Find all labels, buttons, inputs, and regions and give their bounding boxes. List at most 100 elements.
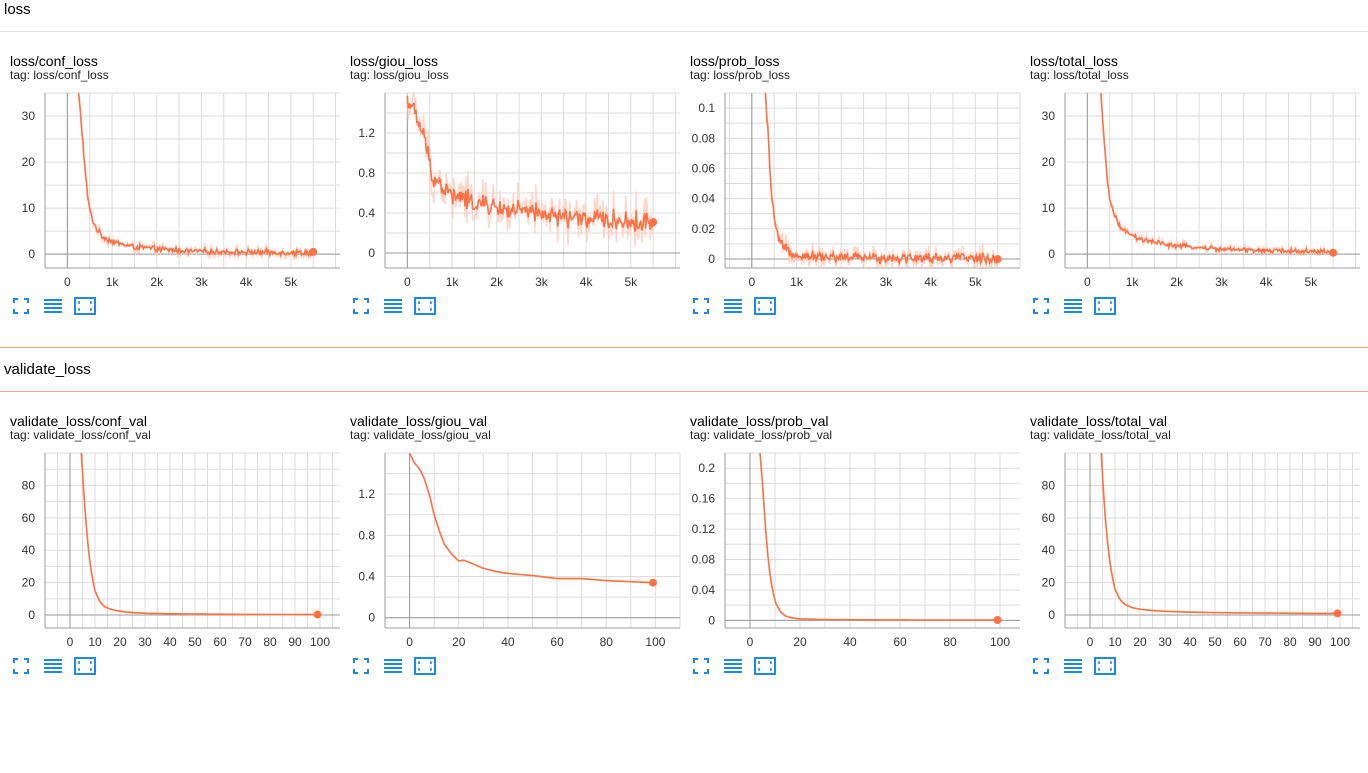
fit-domain-button[interactable] <box>74 656 96 678</box>
line-chart[interactable]: 0 1k 2k 3k 4k 5k 0 0.4 0.8 1.2 <box>350 53 690 293</box>
fit-domain-icon <box>414 656 436 680</box>
fit-domain-icon <box>1094 296 1116 320</box>
series-end-point[interactable] <box>1329 248 1338 257</box>
x-tick-label: 100 <box>1330 635 1350 649</box>
chart-tag: tag: validate_loss/total_val <box>1030 428 1171 442</box>
series-smoothed-line[interactable] <box>80 453 318 616</box>
fit-domain-button[interactable] <box>74 296 96 318</box>
fit-domain-button[interactable] <box>1094 296 1116 320</box>
y-tick-label: 0.12 <box>692 522 716 536</box>
y-tick-label: 0.4 <box>358 570 375 584</box>
y-tick-label: 0 <box>28 608 35 622</box>
series-end-point[interactable] <box>993 616 1002 625</box>
chart-title: loss/giou_loss <box>350 53 438 69</box>
y-tick-label: 0.1 <box>698 101 715 115</box>
fit-domain-button[interactable] <box>1094 656 1116 678</box>
x-tick-label: 40 <box>163 635 177 649</box>
y-tick-label: 20 <box>1042 576 1056 590</box>
series-end-point[interactable] <box>648 578 657 587</box>
line-chart[interactable]: 0 1k 2k 3k 4k 5k 0 10 20 30 <box>10 53 350 293</box>
grid <box>724 452 1020 628</box>
line-chart[interactable]: 0 1k 2k 3k 4k 5k 0 0.02 0.04 0.06 0.08 0.1 <box>690 53 1030 293</box>
fit-domain-button[interactable] <box>414 656 436 680</box>
toggle-data-table-button[interactable] <box>382 298 404 318</box>
section-divider <box>0 347 1368 348</box>
fit-domain-button[interactable] <box>754 296 776 318</box>
toggle-data-table-button[interactable] <box>722 658 744 678</box>
y-tick-label: 0.06 <box>692 161 716 175</box>
line-chart[interactable]: 0 20 40 60 80 100 0 0.04 0.08 0.12 0.16 0.2 <box>690 413 1030 653</box>
line-chart[interactable]: 0 10 20 30 40 50 60 70 80 90 100 0 20 40 60 80 <box>1030 413 1368 653</box>
x-tick-label: 3k <box>880 275 894 289</box>
y-tick-label: 0.08 <box>692 131 716 145</box>
series-smoothed-line[interactable] <box>77 92 314 259</box>
line-chart[interactable]: 0 10 20 30 40 50 60 70 80 90 100 0 20 40 60 80 <box>10 413 350 653</box>
x-tick-label: 100 <box>645 635 665 649</box>
x-tick-label: 20 <box>793 635 807 649</box>
fullscreen-button[interactable] <box>690 657 712 678</box>
chart-toolbar <box>1030 296 1116 320</box>
x-tick-label: 3k <box>195 275 209 289</box>
section-title-validate-loss[interactable]: validate_loss <box>4 361 91 378</box>
fullscreen-button[interactable] <box>690 297 712 318</box>
chart-card: loss/total_loss tag: loss/total_loss 0 1k 2k… <box>1030 53 1368 413</box>
y-tick-label: 0.4 <box>358 206 375 220</box>
chart-tag: tag: validate_loss/prob_val <box>690 428 833 442</box>
chart-toolbar <box>10 296 96 318</box>
chart-tag: tag: loss/prob_loss <box>690 68 791 82</box>
fullscreen-button[interactable] <box>350 297 372 318</box>
x-tick-label: 0 <box>747 635 754 649</box>
fullscreen-button[interactable] <box>10 297 32 318</box>
series-end-point[interactable] <box>649 218 658 227</box>
y-tick-label: 1.2 <box>358 126 375 140</box>
series-smoothed-line[interactable] <box>408 453 654 584</box>
data-table-icon <box>1064 658 1082 679</box>
series-end-point[interactable] <box>993 255 1002 264</box>
toggle-data-table-button[interactable] <box>42 658 64 678</box>
series-smoothed-line[interactable] <box>1100 92 1334 256</box>
line-chart[interactable]: 0 1k 2k 3k 4k 5k 0 10 20 30 <box>1030 53 1368 293</box>
grid <box>1064 452 1360 628</box>
series-smoothed-line[interactable] <box>406 95 654 232</box>
chart-title: validate_loss/total_val <box>1030 413 1167 429</box>
line-chart[interactable]: 0 20 40 60 80 100 0 0.4 0.8 1.2 <box>350 413 690 653</box>
fullscreen-button[interactable] <box>1030 297 1052 318</box>
y-tick-label: 0.16 <box>692 492 716 506</box>
x-tick-label: 100 <box>990 635 1010 649</box>
fullscreen-button[interactable] <box>1030 657 1052 678</box>
fit-domain-button[interactable] <box>414 296 436 318</box>
fullscreen-button[interactable] <box>10 657 32 678</box>
toggle-data-table-button[interactable] <box>382 658 404 678</box>
series-smoothed-line[interactable] <box>764 90 999 266</box>
x-tick-label: 40 <box>1183 635 1197 649</box>
series-end-point[interactable] <box>1333 609 1342 618</box>
chart-title: validate_loss/prob_val <box>690 413 829 429</box>
x-tick-label: 4k <box>580 275 594 289</box>
fullscreen-button[interactable] <box>350 657 372 678</box>
y-tick-label: 10 <box>22 201 36 215</box>
series-end-point[interactable] <box>313 610 322 619</box>
y-tick-label: 60 <box>22 511 36 525</box>
x-tick-label: 1k <box>106 275 120 289</box>
x-tick-label: 30 <box>1158 635 1172 649</box>
chart-tag: tag: loss/conf_loss <box>10 68 109 82</box>
toggle-data-table-button[interactable] <box>42 298 64 318</box>
toggle-data-table-button[interactable] <box>1062 658 1084 678</box>
series-smoothed-line[interactable] <box>1100 453 1338 615</box>
x-tick-label: 0 <box>67 635 74 649</box>
x-tick-label: 0 <box>748 275 755 289</box>
x-tick-label: 20 <box>452 635 466 649</box>
x-tick-label: 4k <box>924 275 938 289</box>
data-table-icon <box>724 658 742 679</box>
chart-card: loss/conf_loss tag: loss/conf_loss 0 1k 2k 3k… <box>10 53 350 413</box>
data-table-icon <box>724 298 742 319</box>
x-tick-label: 4k <box>240 275 254 289</box>
y-tick-label: 0.2 <box>698 461 715 475</box>
section-title-loss[interactable]: loss <box>4 1 31 18</box>
series-end-point[interactable] <box>309 247 318 256</box>
toggle-data-table-button[interactable] <box>722 298 744 318</box>
series-smoothed-line[interactable] <box>759 453 998 621</box>
x-tick-label: 5k <box>969 275 983 289</box>
toggle-data-table-button[interactable] <box>1062 298 1084 318</box>
fit-domain-button[interactable] <box>754 656 776 678</box>
